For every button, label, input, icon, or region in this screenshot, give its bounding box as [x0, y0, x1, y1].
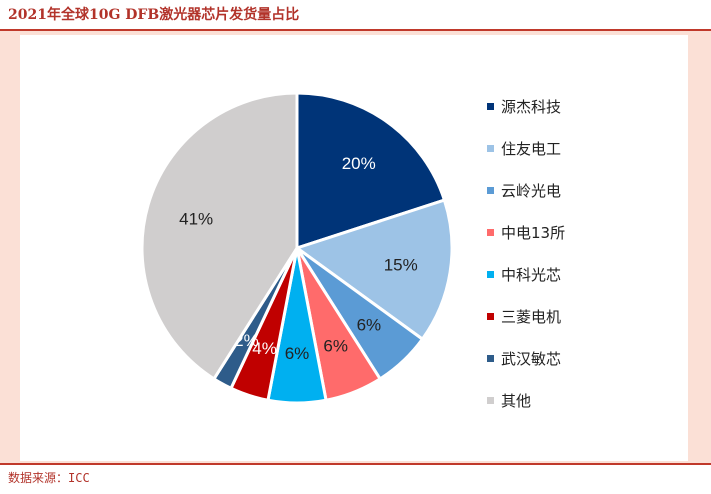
slice-percent-label: 15%: [384, 255, 418, 274]
legend-label: 中电13所: [501, 224, 565, 242]
legend-label: 武汉敏芯: [501, 350, 561, 368]
legend-swatch: [487, 397, 494, 404]
slice-percent-label: 20%: [342, 154, 376, 173]
legend-swatch: [487, 313, 494, 320]
legend-swatch: [487, 145, 494, 152]
pie-slice-8: [140, 91, 299, 381]
slice-percent-label: 41%: [179, 210, 213, 229]
legend-swatch: [487, 103, 494, 110]
slice-percent-label: 6%: [285, 344, 310, 363]
slice-percent-label: 6%: [323, 337, 348, 356]
legend-swatch: [487, 187, 494, 194]
legend-label: 中科光芯: [501, 266, 561, 284]
legend-label: 住友电工: [501, 140, 561, 158]
slice-percent-label: 4%: [252, 339, 277, 358]
source-note: 数据来源：ICC: [8, 471, 90, 485]
pie-slice-2: [293, 198, 454, 342]
pie-slice-1: [295, 91, 447, 251]
legend-label: 源杰科技: [501, 98, 561, 116]
legend-swatch: [487, 229, 494, 236]
title-divider: [0, 29, 711, 31]
legend-swatch: [487, 355, 494, 362]
chart-title: 2021年全球10G DFB激光器芯片发货量占比: [8, 7, 300, 23]
legend-swatch: [487, 271, 494, 278]
slice-percent-label: 6%: [357, 316, 382, 335]
source-divider: [0, 463, 711, 465]
legend-label: 三菱电机: [501, 308, 561, 326]
legend-label: 云岭光电: [501, 182, 561, 200]
legend-label: 其他: [501, 392, 531, 410]
